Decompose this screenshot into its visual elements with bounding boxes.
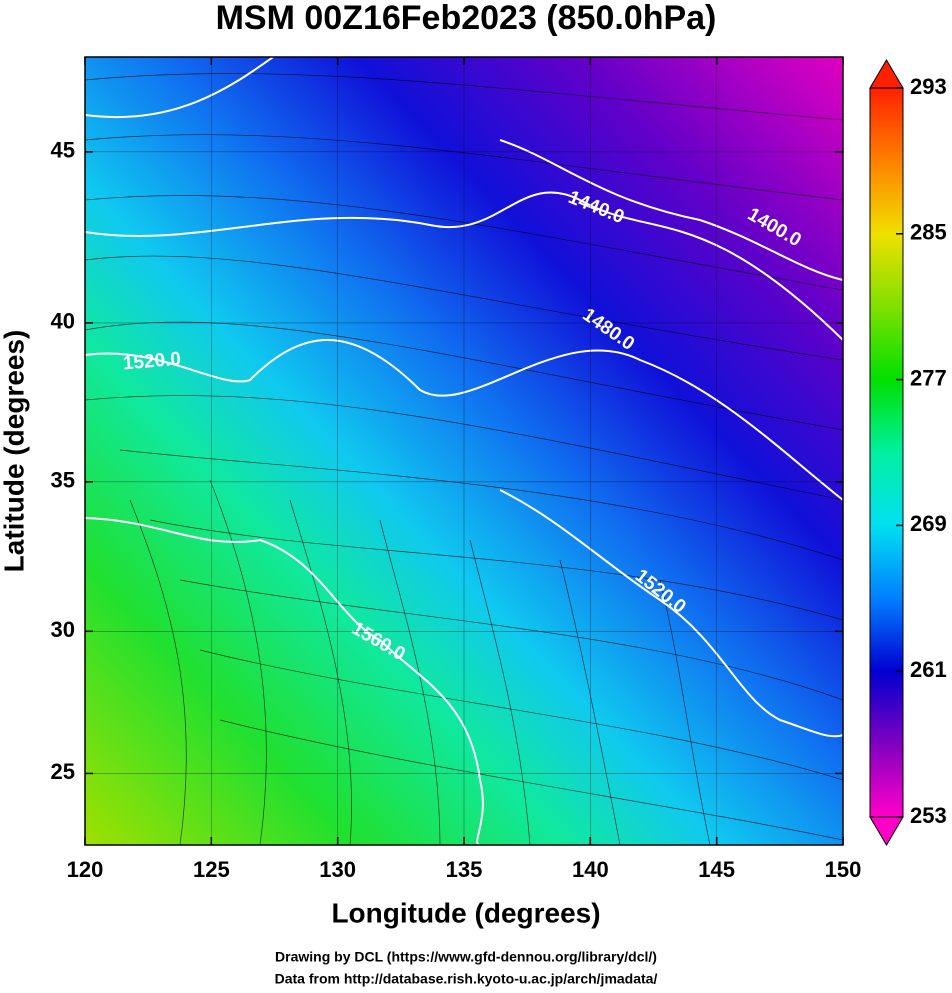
streamlines <box>85 73 843 845</box>
colorbar-tick-label: 253 <box>910 803 947 828</box>
temperature-field <box>85 57 843 845</box>
colorbar-tick-label: 285 <box>910 220 947 245</box>
x-tick-label: 125 <box>193 857 230 882</box>
y-tick-label: 35 <box>51 468 75 493</box>
x-tick-label: 130 <box>319 857 356 882</box>
y-axis-label: Latitude (degrees) <box>0 330 29 573</box>
y-tick-label: 25 <box>51 759 75 784</box>
x-tick-label: 120 <box>67 857 104 882</box>
footer-line: Drawing by DCL (https://www.gfd-dennou.o… <box>275 949 657 965</box>
colorbar-tick-label: 293 <box>910 74 947 99</box>
colorbar-min-arrow <box>869 816 904 846</box>
x-tick-label: 150 <box>825 857 862 882</box>
colorbar <box>869 87 904 818</box>
x-tick-label: 145 <box>698 857 735 882</box>
y-tick-label: 45 <box>51 138 75 163</box>
footer-line: Data from http://database.rish.kyoto-u.a… <box>275 971 658 987</box>
contours <box>85 57 843 845</box>
colorbar-tick-label: 269 <box>910 511 947 536</box>
colorbar-max-arrow <box>869 59 904 89</box>
colorbar-tick-label: 261 <box>910 657 947 682</box>
x-tick-label: 135 <box>446 857 483 882</box>
colorbar-tick-label: 277 <box>910 365 947 390</box>
x-axis-label: Longitude (degrees) <box>331 897 600 928</box>
chart-title: MSM 00Z16Feb2023 (850.0hPa) <box>216 0 717 37</box>
x-tick-label: 140 <box>572 857 609 882</box>
y-tick-label: 30 <box>51 617 75 642</box>
map-field: 1440.0 1400.0 1480.0 1520.0 1520.0 1560.… <box>85 57 843 845</box>
y-tick-label: 40 <box>51 309 75 334</box>
contour-label: 1520.0 <box>122 349 182 375</box>
